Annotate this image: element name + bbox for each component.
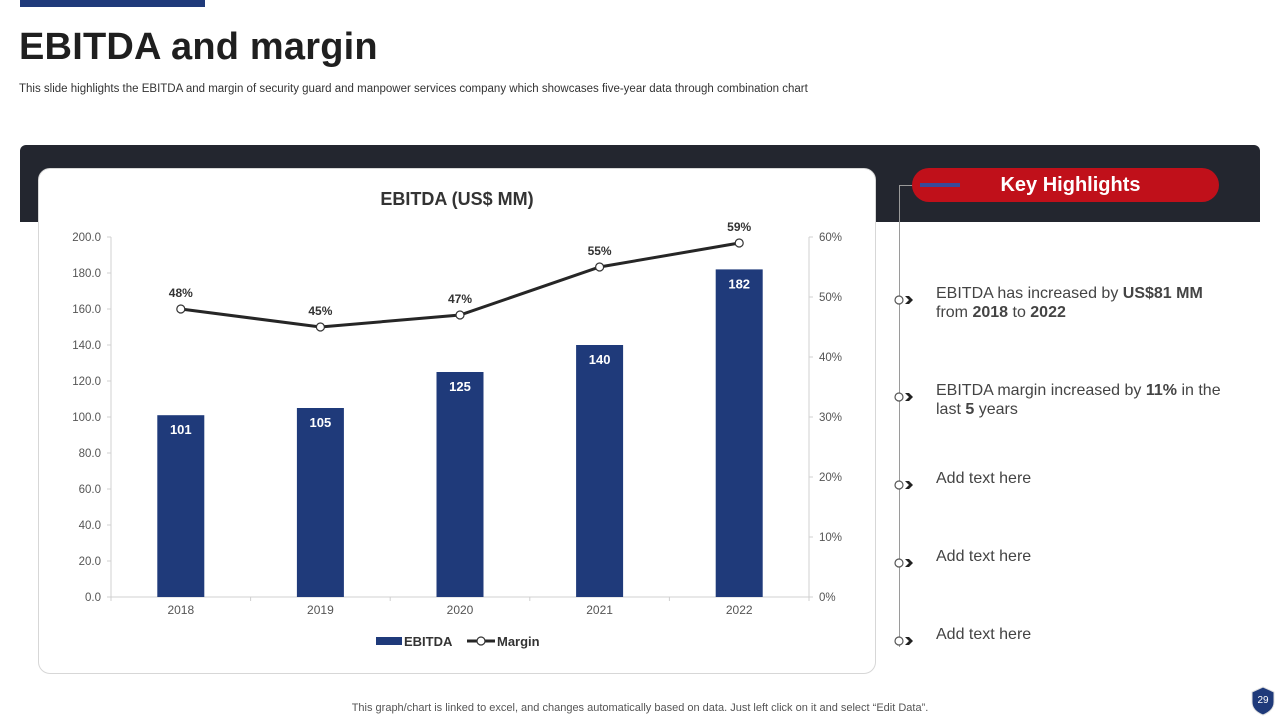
x-tick-label: 2021 xyxy=(586,603,613,617)
bar-data-label: 140 xyxy=(589,352,611,367)
highlight-text: Add text here xyxy=(936,469,1226,488)
y2-tick-label: 40% xyxy=(819,352,842,364)
highlight-emphasis: 11% xyxy=(1145,382,1178,399)
bar-data-label: 105 xyxy=(310,415,332,430)
key-highlights-header: Key Highlights xyxy=(912,168,1219,202)
y-tick-label: 160.0 xyxy=(72,304,101,316)
y2-tick-label: 10% xyxy=(819,532,842,544)
chevron-bullet-icon xyxy=(894,636,913,646)
highlight-emphasis: 2022 xyxy=(1030,304,1066,321)
y-tick-label: 20.0 xyxy=(79,556,101,568)
margin-point xyxy=(594,262,605,272)
x-tick-label: 2022 xyxy=(726,603,753,617)
highlight-span: years xyxy=(974,401,1018,418)
highlight-text: Add text here xyxy=(936,547,1226,566)
y2-tick-label: 0% xyxy=(819,592,836,604)
chevron-bullet-icon xyxy=(894,295,913,305)
ebitda-combo-chart[interactable]: EBITDA (US$ MM) 0.0 20.0 40.0 60.0 80.0 100.0 1… xyxy=(39,169,875,673)
margin-point xyxy=(315,322,325,332)
y-tick-label: 140.0 xyxy=(72,340,101,352)
y2-tick-label: 30% xyxy=(819,412,842,424)
highlight-span: EBITDA has increased by xyxy=(936,285,1123,302)
chevron-bullet-icon xyxy=(894,558,913,568)
chevron-bullet-icon xyxy=(894,480,913,490)
x-tick-label: 2018 xyxy=(167,603,194,617)
ebitda-bar xyxy=(715,269,763,597)
highlight-span: to xyxy=(1008,304,1031,321)
chart-title: EBITDA (US$ MM) xyxy=(380,189,533,209)
legend-label-margin: Margin xyxy=(497,634,540,649)
page-number: 29 xyxy=(1257,695,1269,706)
ebitda-bar xyxy=(157,415,205,597)
ebitda-bar xyxy=(576,345,624,597)
shield-icon xyxy=(1251,686,1275,716)
highlights-connector-tick xyxy=(899,185,913,186)
margin-data-label: 45% xyxy=(308,304,332,318)
bar-data-label: 101 xyxy=(170,422,192,437)
legend-marker-margin xyxy=(476,636,486,646)
top-accent-bar xyxy=(20,0,205,7)
highlight-emphasis: 2018 xyxy=(972,304,1009,321)
y-tick-label: 100.0 xyxy=(72,412,101,424)
y-tick-label: 180.0 xyxy=(72,268,101,280)
highlight-emphasis: US$81 MM xyxy=(1122,285,1203,302)
y-tick-label: 0.0 xyxy=(85,592,101,604)
y2-tick-label: 20% xyxy=(819,472,842,484)
margin-data-label: 47% xyxy=(448,292,472,306)
margin-data-label: 59% xyxy=(727,220,751,234)
margin-point xyxy=(455,310,465,320)
ebitda-bar xyxy=(436,372,484,597)
highlight-span: Add text here xyxy=(936,548,1032,565)
chevron-bullet-icon xyxy=(894,392,913,402)
y-tick-label: 80.0 xyxy=(79,448,101,460)
x-tick-label: 2020 xyxy=(447,603,474,617)
highlight-text: EBITDA margin increased by 11% in the la… xyxy=(936,381,1226,419)
y-tick-label: 40.0 xyxy=(79,520,101,532)
highlight-emphasis: 5 xyxy=(965,401,975,418)
y-tick-label: 60.0 xyxy=(79,484,101,496)
highlight-span: in the last xyxy=(936,382,1221,418)
highlight-text: Add text here xyxy=(936,625,1226,644)
header-dash xyxy=(920,183,960,187)
key-highlights-title: Key Highlights xyxy=(1000,174,1141,196)
margin-point xyxy=(734,238,744,248)
bar-data-label: 182 xyxy=(728,276,750,291)
highlight-span: EBITDA margin increased by xyxy=(936,382,1146,399)
y2-tick-label: 50% xyxy=(819,292,842,304)
page-subtitle: This slide highlights the EBITDA and mar… xyxy=(19,83,808,95)
highlight-span: Add text here xyxy=(936,626,1032,643)
highlight-span: from xyxy=(936,304,973,321)
y-tick-label: 200.0 xyxy=(72,232,101,244)
y-tick-label: 120.0 xyxy=(72,376,101,388)
bar-data-label: 125 xyxy=(449,379,471,394)
page-title: EBITDA and margin xyxy=(19,26,378,68)
x-tick-label: 2019 xyxy=(307,603,334,617)
highlight-span: Add text here xyxy=(936,470,1032,487)
margin-point xyxy=(176,304,186,314)
highlight-text: EBITDA has increased by US$81 MM from 20… xyxy=(936,284,1226,322)
y2-tick-label: 60% xyxy=(819,232,842,244)
highlights-connector-line xyxy=(899,185,900,647)
chart-card[interactable]: EBITDA (US$ MM) 0.0 20.0 40.0 60.0 80.0 100.0 1… xyxy=(38,168,876,674)
margin-data-label: 48% xyxy=(169,286,193,300)
footnote: This graph/chart is linked to excel, and… xyxy=(351,702,929,714)
ebitda-bar xyxy=(296,408,344,597)
legend-swatch-ebitda xyxy=(376,637,402,645)
legend-label-ebitda: EBITDA xyxy=(404,634,453,649)
margin-data-label: 55% xyxy=(588,244,612,258)
